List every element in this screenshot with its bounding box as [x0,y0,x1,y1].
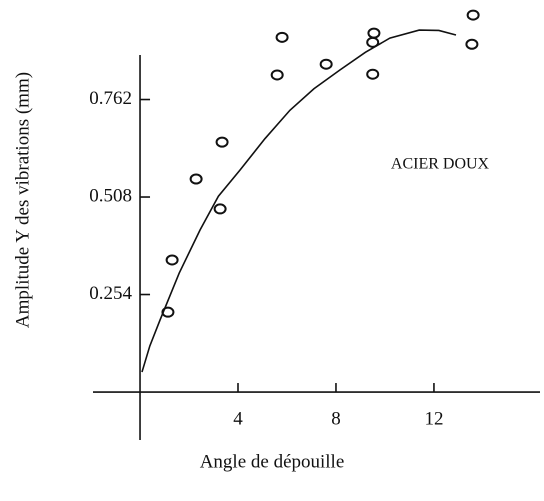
data-point [275,31,289,43]
data-point [366,36,380,48]
data-point [465,38,479,50]
x-axis-label: Angle de dépouille [200,451,345,472]
y-tick-label: 0.508 [89,185,132,206]
data-point [161,306,175,318]
data-point [215,136,229,148]
data-point [366,68,380,80]
annotation: ACIER DOUX [391,156,490,173]
y-tick-label: 0.762 [89,88,132,109]
y-axis-label: Amplitude Y des vibrations (mm) [12,72,33,328]
fit-curve [141,29,457,373]
data-point [367,27,381,39]
x-tick-label: 12 [424,408,443,429]
data-point [319,58,333,70]
data-point [466,9,480,21]
data-point [270,69,284,81]
x-tick-label: 8 [331,408,341,429]
x-tick-label: 4 [233,408,243,429]
data-point [189,173,203,185]
y-tick-label: 0.254 [89,283,132,304]
data-point [213,203,227,215]
data-point [165,254,179,266]
